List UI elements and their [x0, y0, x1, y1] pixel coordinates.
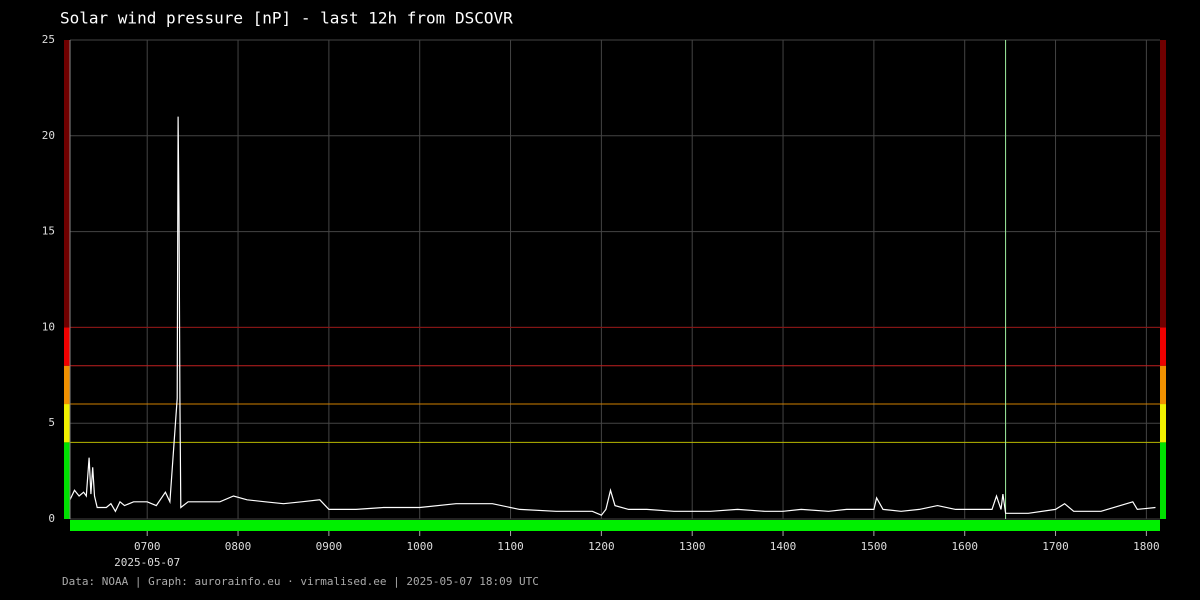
x-tick-label: 1700 [1042, 540, 1069, 553]
x-tick-label: 1300 [679, 540, 706, 553]
band-left [64, 40, 70, 328]
x-tick-label: 1000 [406, 540, 433, 553]
date-label: 2025-05-07 [114, 556, 180, 569]
x-tick-label: 0700 [134, 540, 161, 553]
y-tick-label: 10 [42, 320, 55, 333]
band-left [64, 365, 70, 405]
x-tick-label: 1500 [861, 540, 888, 553]
x-tick-label: 1600 [951, 540, 978, 553]
x-tick-label: 0800 [225, 540, 252, 553]
band-right [1160, 327, 1166, 366]
x-tick-label: 0900 [316, 540, 343, 553]
y-tick-label: 5 [48, 416, 55, 429]
band-right [1160, 40, 1166, 328]
band-right [1160, 404, 1166, 443]
y-tick-label: 15 [42, 225, 55, 238]
band-left [64, 404, 70, 443]
x-tick-label: 1200 [588, 540, 615, 553]
band-right [1160, 442, 1166, 519]
x-tick-label: 1800 [1133, 540, 1160, 553]
band-left [64, 327, 70, 366]
y-tick-label: 20 [42, 129, 55, 142]
status-strip [70, 520, 1160, 531]
chart-title: Solar wind pressure [nP] - last 12h from… [60, 9, 513, 28]
x-tick-label: 1100 [497, 540, 524, 553]
footer: Data: NOAA | Graph: aurorainfo.eu · virm… [62, 575, 539, 588]
y-tick-label: 0 [48, 512, 55, 525]
x-tick-label: 1400 [770, 540, 797, 553]
band-right [1160, 365, 1166, 405]
y-tick-label: 25 [42, 33, 55, 46]
band-left [64, 442, 70, 519]
data-line [69, 116, 1156, 516]
